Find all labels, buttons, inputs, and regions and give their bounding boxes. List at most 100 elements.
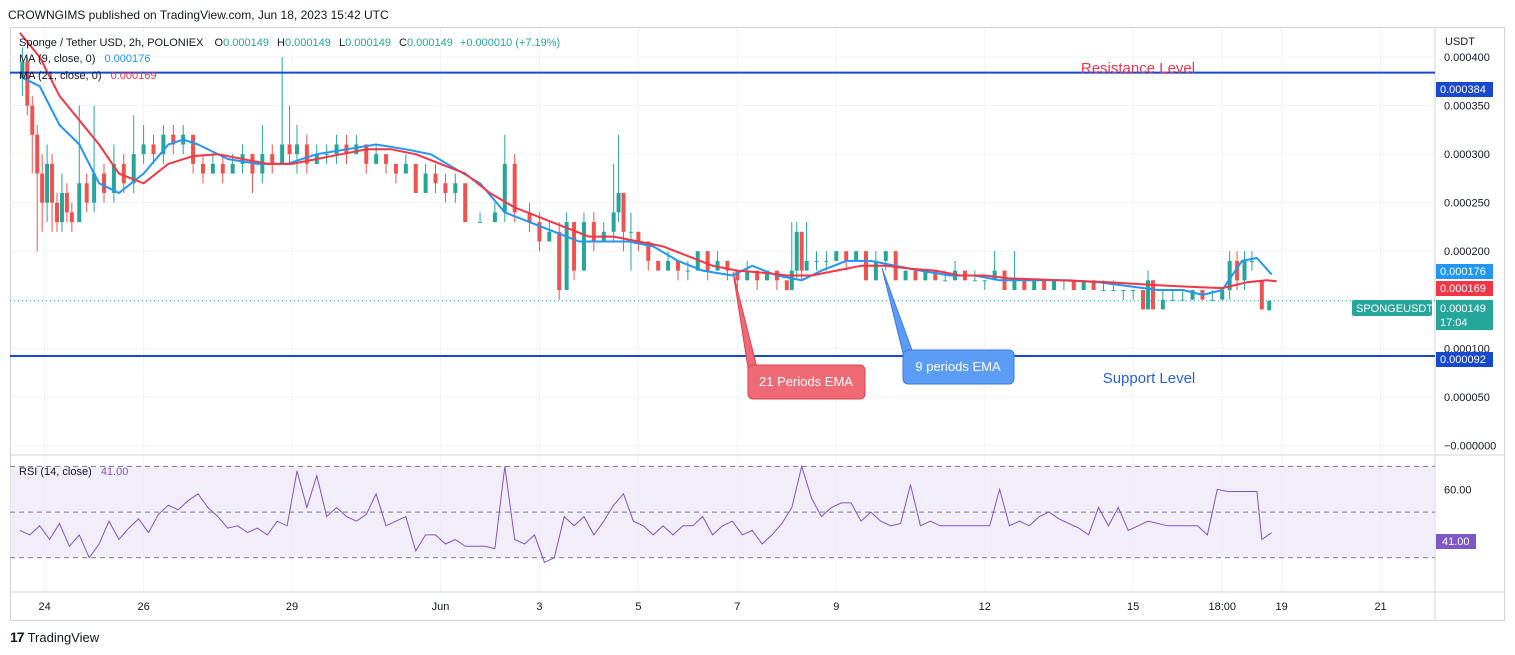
time-axis-tick: 24: [39, 601, 51, 613]
candle-body: [913, 270, 918, 281]
rsi-band-lines: [10, 465, 1435, 559]
candle-body: [755, 270, 760, 281]
ema9-callout-label: 9 periods EMA: [915, 359, 1001, 374]
candle-body: [1091, 280, 1096, 291]
candle-body: [656, 260, 661, 271]
price-tag-support: 0.000092: [1436, 352, 1493, 367]
ema9-callout[interactable]: 9 periods EMA: [881, 267, 1015, 385]
candle-body: [735, 270, 740, 281]
candle-body: [1160, 299, 1165, 310]
candle-body: [304, 144, 309, 164]
candle-body: [685, 270, 690, 272]
candle-body: [141, 144, 146, 155]
price-tag-ma21-text: 0.000169: [1440, 283, 1486, 295]
candle-body: [294, 144, 299, 155]
legend-ma21-label: MA (21, close, 0): [19, 70, 102, 82]
legend: Sponge / Tether USD, 2h, POLONIEX O0.000…: [19, 37, 560, 82]
candle-body: [745, 270, 750, 281]
candle-body: [384, 154, 389, 164]
candle-body: [628, 231, 633, 233]
ema9-callout-box: [902, 349, 1015, 385]
candle-body: [210, 163, 215, 174]
tradingview-brand[interactable]: 17 TradingView: [10, 629, 99, 645]
legend-ma9-label: MA (9, close, 0): [19, 53, 95, 65]
candle-body: [151, 144, 156, 155]
price-axis-tick: 0.000200: [1444, 246, 1490, 258]
candle-body: [923, 270, 928, 281]
candle-body: [636, 231, 641, 242]
legend-l-value: 0.000149: [345, 37, 391, 49]
rsi-line: [19, 464, 1272, 563]
candle-body: [102, 173, 107, 193]
candle-body: [25, 61, 30, 106]
price-axis-tick: 0.000050: [1444, 392, 1490, 404]
legend-line-ma21: MA (21, close, 0) 0.000169: [19, 70, 157, 82]
ema21-callout-pointer: [732, 271, 758, 369]
rsi-axis-ticks: 60.00: [1444, 484, 1472, 496]
candle-body: [1210, 299, 1215, 301]
candle-body: [1121, 290, 1126, 292]
legend-ma21-value: 0.000169: [111, 70, 157, 82]
candle-body: [59, 192, 64, 223]
candle-body: [69, 212, 74, 223]
candle-body: [646, 241, 651, 261]
time-axis-tick: Jun: [432, 601, 450, 613]
legend-h-value: 0.000149: [285, 37, 331, 49]
candle-body: [1032, 280, 1037, 291]
price-tag-last: 0.000149 17:04: [1436, 300, 1493, 330]
time-axis-tick: 9: [833, 601, 839, 613]
candle-body: [789, 270, 794, 291]
candle-body: [324, 154, 329, 156]
candle-body: [492, 212, 497, 223]
candle-body: [20, 61, 25, 77]
publisher-line: CROWNGIMS published on TradingView.com, …: [8, 8, 389, 22]
candle-body: [1235, 260, 1240, 281]
time-axis-tick: 3: [536, 601, 542, 613]
candle-body: [393, 163, 398, 174]
candle-body: [982, 280, 987, 282]
candle-body: [287, 144, 292, 155]
candle-body: [854, 251, 859, 261]
price-tag-ma21: 0.000169: [1436, 281, 1493, 296]
ema21-callout[interactable]: 21 Periods EMA: [732, 271, 866, 400]
candle-body: [433, 173, 438, 184]
candle-body: [572, 222, 577, 271]
candle-body: [84, 183, 89, 203]
candle-body: [423, 173, 428, 193]
candle-body: [403, 163, 408, 174]
candle-body: [161, 134, 166, 155]
time-axis-ticks: 24 26 29 Jun 3 5 7 9 12 15 18:00 19 21: [39, 601, 1387, 613]
candle-body: [581, 222, 586, 271]
candle-body: [45, 163, 50, 203]
candle-body: [611, 212, 616, 232]
candle-body: [1071, 280, 1076, 291]
legend-c-value: 0.000149: [407, 37, 453, 49]
time-axis-tick: 29: [286, 601, 298, 613]
price-axis-tick: 0.000350: [1444, 101, 1490, 113]
candle-body: [1249, 260, 1254, 262]
ma9-line: [19, 75, 1273, 296]
candle-body: [502, 163, 507, 213]
candle-body: [1259, 280, 1264, 310]
candle-body: [666, 260, 671, 271]
candle-body: [121, 163, 126, 184]
legend-h-label: H: [277, 37, 285, 49]
candle-body: [794, 231, 799, 271]
candle-body: [804, 260, 809, 271]
price-axis-tick: 0.000300: [1444, 149, 1490, 161]
candle-body: [1190, 290, 1195, 300]
legend-ma9-value: 0.000176: [104, 53, 150, 65]
time-axis-tick: 12: [979, 601, 991, 613]
price-tag-countdown: 17:04: [1440, 317, 1468, 329]
candle-body: [171, 134, 176, 145]
candle-body: [1081, 280, 1086, 291]
candle-body: [1227, 260, 1232, 291]
candle-body: [35, 134, 40, 174]
candle-body: [765, 270, 770, 281]
candle-body: [799, 231, 804, 271]
price-axis-tick: 0.000400: [1444, 52, 1490, 64]
candle-body: [1141, 290, 1146, 310]
candle-body: [191, 134, 196, 164]
ma-lines: [19, 32, 1277, 296]
